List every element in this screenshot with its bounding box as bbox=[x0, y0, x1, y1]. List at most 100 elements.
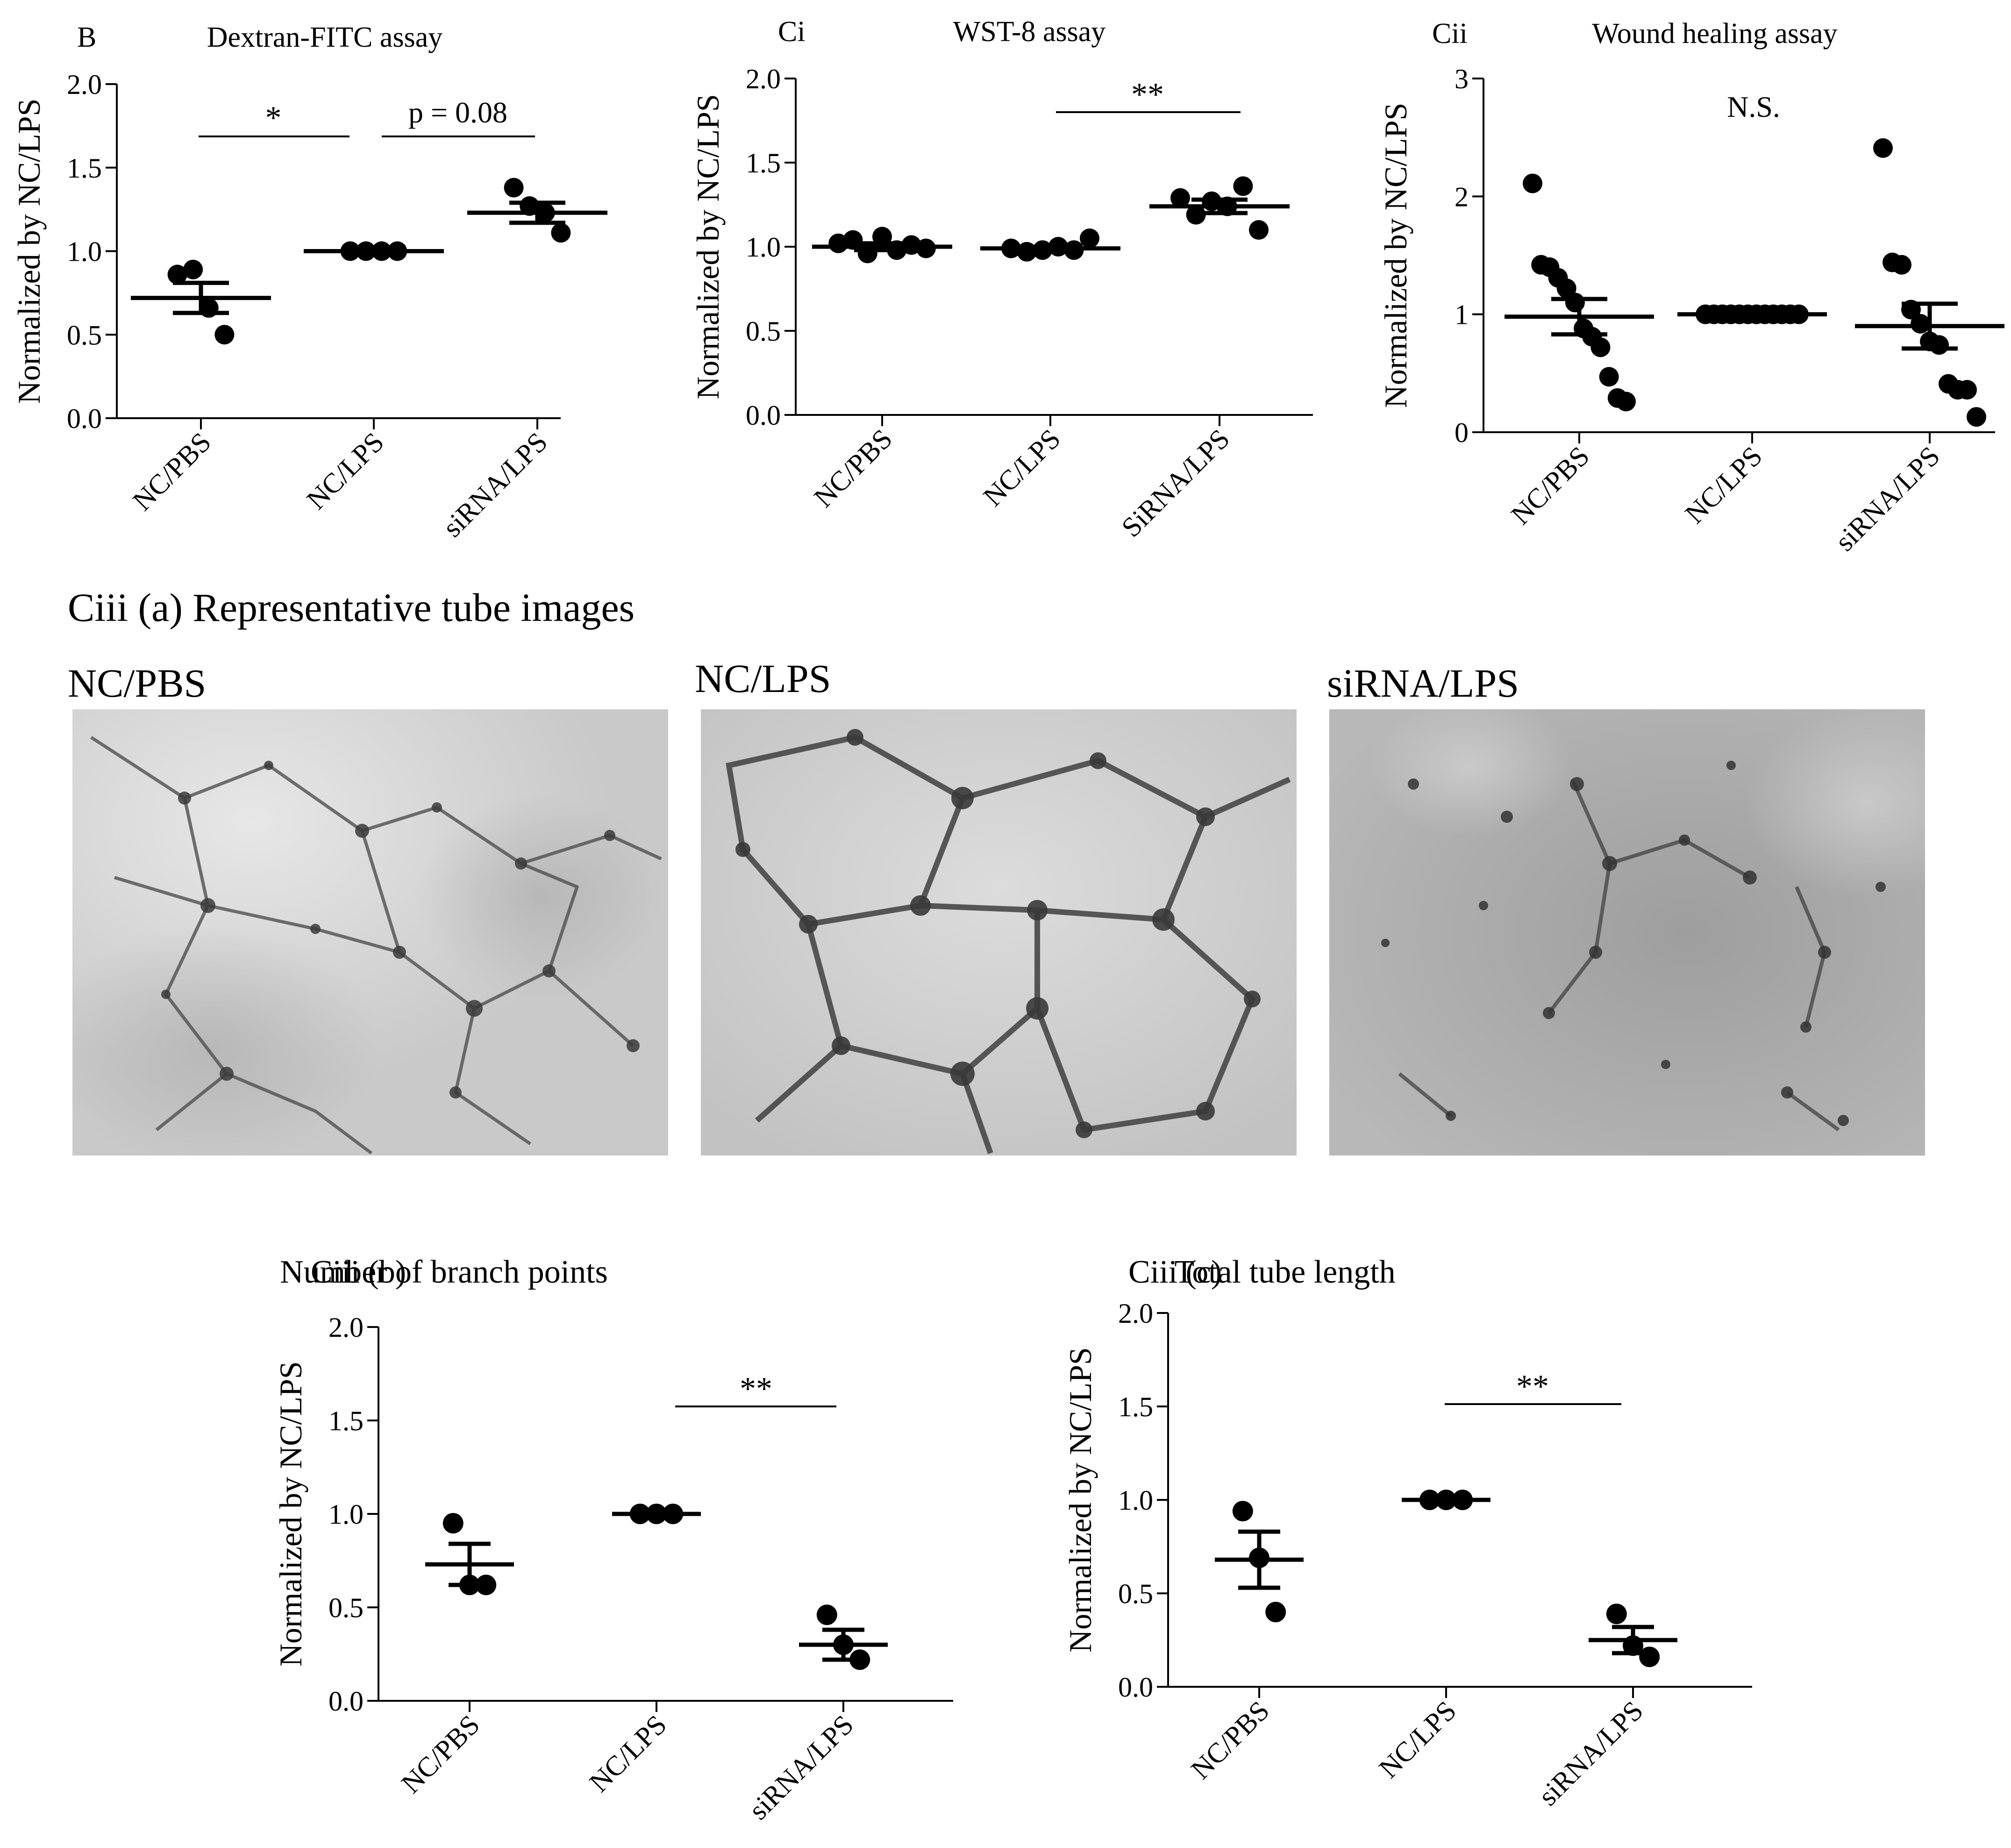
x-tick-label: NC/LPS bbox=[1373, 1695, 1462, 1784]
x-tick-label: NC/LPS bbox=[301, 427, 390, 516]
tube-image-label-nc-lps: NC/LPS bbox=[695, 656, 831, 701]
panel-label: Ciii (c) bbox=[1128, 1254, 1222, 1290]
y-tick-label: 1.0 bbox=[1118, 1485, 1153, 1516]
y-tick-label: 0.5 bbox=[328, 1592, 364, 1623]
data-point bbox=[1616, 392, 1636, 412]
data-point bbox=[1232, 1501, 1253, 1521]
data-point bbox=[1606, 1604, 1627, 1624]
tube-image-nc-pbs bbox=[72, 709, 668, 1156]
chart-title: Dextran-FITC assay bbox=[207, 21, 442, 53]
x-tick-label: siRNA/LPS bbox=[1829, 441, 1946, 557]
data-point bbox=[167, 264, 187, 285]
y-tick-label: 2.0 bbox=[67, 69, 102, 100]
y-tick-label: 2.0 bbox=[328, 1312, 364, 1343]
data-point bbox=[1911, 314, 1930, 334]
y-tick-label: 0.5 bbox=[1118, 1578, 1153, 1609]
data-point bbox=[1967, 407, 1986, 427]
chart-wound-healing: Cii Wound healing assay 0 1 2 3 Normalized by … bbox=[1378, 18, 2004, 557]
significance-label: ** bbox=[1131, 77, 1164, 113]
data-point bbox=[1639, 1647, 1660, 1667]
y-tick-label: 0.5 bbox=[67, 320, 102, 350]
micrograph-dense-tube-network-icon bbox=[701, 709, 1297, 1156]
x-tick-label: NC/PBS bbox=[1505, 441, 1595, 531]
y-tick-label: 0.0 bbox=[1118, 1672, 1153, 1703]
chart-dextran-fitc: B Dextran-FITC assay 0.0 0.5 1.0 1.5 2.0 Normal… bbox=[11, 21, 607, 543]
x-tick-label: NC/PBS bbox=[395, 1709, 485, 1799]
y-tick-label: 0 bbox=[1455, 417, 1469, 448]
data-point bbox=[816, 1605, 837, 1625]
x-tick-label: NC/LPS bbox=[977, 423, 1067, 513]
data-point bbox=[1080, 228, 1099, 248]
data-point bbox=[1957, 380, 1977, 400]
panel-label: Ciii (b) bbox=[311, 1254, 406, 1290]
y-axis-label: Normalized by NC/LPS bbox=[690, 94, 726, 400]
significance-label: ** bbox=[740, 1371, 772, 1407]
significance-label: p = 0.08 bbox=[408, 96, 507, 129]
x-tick-label: NC/LPS bbox=[584, 1709, 673, 1798]
tube-image-label-nc-pbs: NC/PBS bbox=[68, 661, 207, 706]
chart-title: Number of branch points bbox=[280, 1254, 608, 1290]
y-tick-label: 1.5 bbox=[746, 148, 781, 178]
y-axis-label: Normalized by NC/LPS bbox=[1378, 103, 1413, 408]
panel-label: Ci bbox=[778, 16, 806, 48]
y-tick-label: 2.0 bbox=[746, 64, 781, 94]
data-point bbox=[1233, 176, 1253, 196]
chart-wst8: Ci WST-8 assay 0.0 0.5 1.0 1.5 2.0 Normalized b… bbox=[690, 16, 1313, 543]
y-tick-label: 1.0 bbox=[328, 1499, 364, 1530]
data-point bbox=[551, 223, 571, 243]
x-tick-label: siRNA/LPS bbox=[1533, 1695, 1649, 1812]
y-tick-label: 0.0 bbox=[328, 1686, 364, 1717]
micrograph-disrupted-tubes-icon bbox=[1329, 709, 1925, 1156]
data-point bbox=[1599, 367, 1619, 387]
y-tick-label: 1.5 bbox=[1118, 1391, 1153, 1422]
significance-label: * bbox=[265, 100, 282, 136]
data-point bbox=[1565, 293, 1585, 313]
data-point bbox=[1556, 278, 1576, 299]
y-tick-label: 1 bbox=[1455, 300, 1469, 330]
x-tick-label: siRNA/LPS bbox=[743, 1709, 859, 1826]
chart-branch-points: Ciii (b)Number of branch points 0.0 0.5 1.0… bbox=[273, 1254, 953, 1826]
y-tick-label: 1.5 bbox=[67, 153, 102, 184]
chart-title: WST-8 assay bbox=[953, 16, 1106, 48]
data-point bbox=[1249, 220, 1269, 240]
significance-label: ** bbox=[1516, 1369, 1549, 1405]
panel-label: Cii bbox=[1432, 18, 1468, 50]
micrograph-sparse-tubes-icon bbox=[72, 709, 668, 1156]
x-tick-label: NC/PBS bbox=[127, 427, 217, 517]
data-point bbox=[214, 325, 235, 345]
y-axis-label: Normalized by NC/LPS bbox=[11, 99, 47, 404]
y-tick-label: 1.5 bbox=[328, 1406, 364, 1436]
x-tick-label: siRNA/LPS bbox=[437, 427, 553, 543]
tube-image-sirna-lps bbox=[1329, 709, 1925, 1156]
y-tick-label: 0.0 bbox=[67, 403, 102, 434]
data-point bbox=[1170, 188, 1190, 208]
data-point bbox=[504, 178, 524, 198]
x-tick-label: NC/LPS bbox=[1679, 441, 1769, 530]
data-point bbox=[442, 1513, 464, 1534]
y-tick-label: 2 bbox=[1455, 181, 1469, 212]
data-point bbox=[1929, 335, 1949, 355]
tube-section-title: Ciii (a) Representative tube images bbox=[68, 585, 635, 630]
chart-total-tube-length: Ciii (c)Total tube length 0.0 0.5 1.0 1.5 2.0… bbox=[1063, 1254, 1752, 1812]
y-axis-label: Normalized by NC/LPS bbox=[273, 1361, 308, 1667]
tube-image-nc-lps bbox=[701, 709, 1297, 1156]
y-tick-label: 2.0 bbox=[1118, 1298, 1153, 1329]
y-tick-label: 1.0 bbox=[746, 232, 781, 263]
y-axis-label: Normalized by NC/LPS bbox=[1063, 1347, 1098, 1653]
y-tick-label: 0.0 bbox=[746, 400, 781, 431]
panel-label: B bbox=[77, 21, 96, 53]
x-tick-label: SiRNA/LPS bbox=[1116, 423, 1236, 543]
chart-title: Total tube length bbox=[1174, 1254, 1395, 1290]
data-point bbox=[1265, 1602, 1286, 1622]
y-tick-label: 3 bbox=[1455, 64, 1469, 94]
chart-title: Wound healing assay bbox=[1592, 18, 1837, 50]
x-tick-label: NC/PBS bbox=[808, 423, 898, 514]
significance-label: N.S. bbox=[1727, 90, 1780, 123]
data-point bbox=[1873, 138, 1893, 158]
data-point bbox=[1590, 337, 1611, 357]
data-point bbox=[1892, 255, 1911, 275]
data-point bbox=[1523, 173, 1542, 193]
y-tick-label: 1.0 bbox=[67, 236, 102, 267]
data-point bbox=[183, 259, 203, 279]
